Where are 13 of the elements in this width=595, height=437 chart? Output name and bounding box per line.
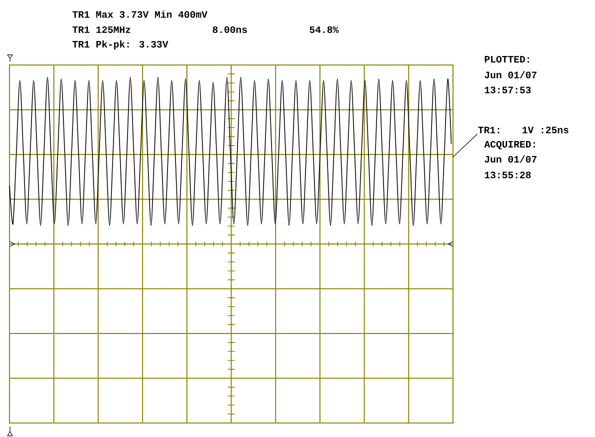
text: Jun 01/07 — [484, 71, 536, 78]
text: 13:57:53 — [484, 86, 531, 94]
text: TR1 Max 3.73V Min 400mV — [72, 10, 208, 18]
text: PLOTTED: — [484, 56, 529, 63]
text: TR1: — [478, 126, 500, 134]
text: Jun 01/07 — [484, 155, 536, 163]
text: ACQUIRED: — [484, 140, 535, 150]
text: TR1 Pk-pk: 3.33V — [72, 40, 168, 50]
text: 1V :25ns — [522, 126, 568, 134]
text: 54.8% — [310, 26, 339, 33]
text: TR1 125MHz — [72, 26, 130, 33]
text: 8.00ns — [212, 26, 247, 33]
text: 13:55:28 — [484, 172, 531, 178]
